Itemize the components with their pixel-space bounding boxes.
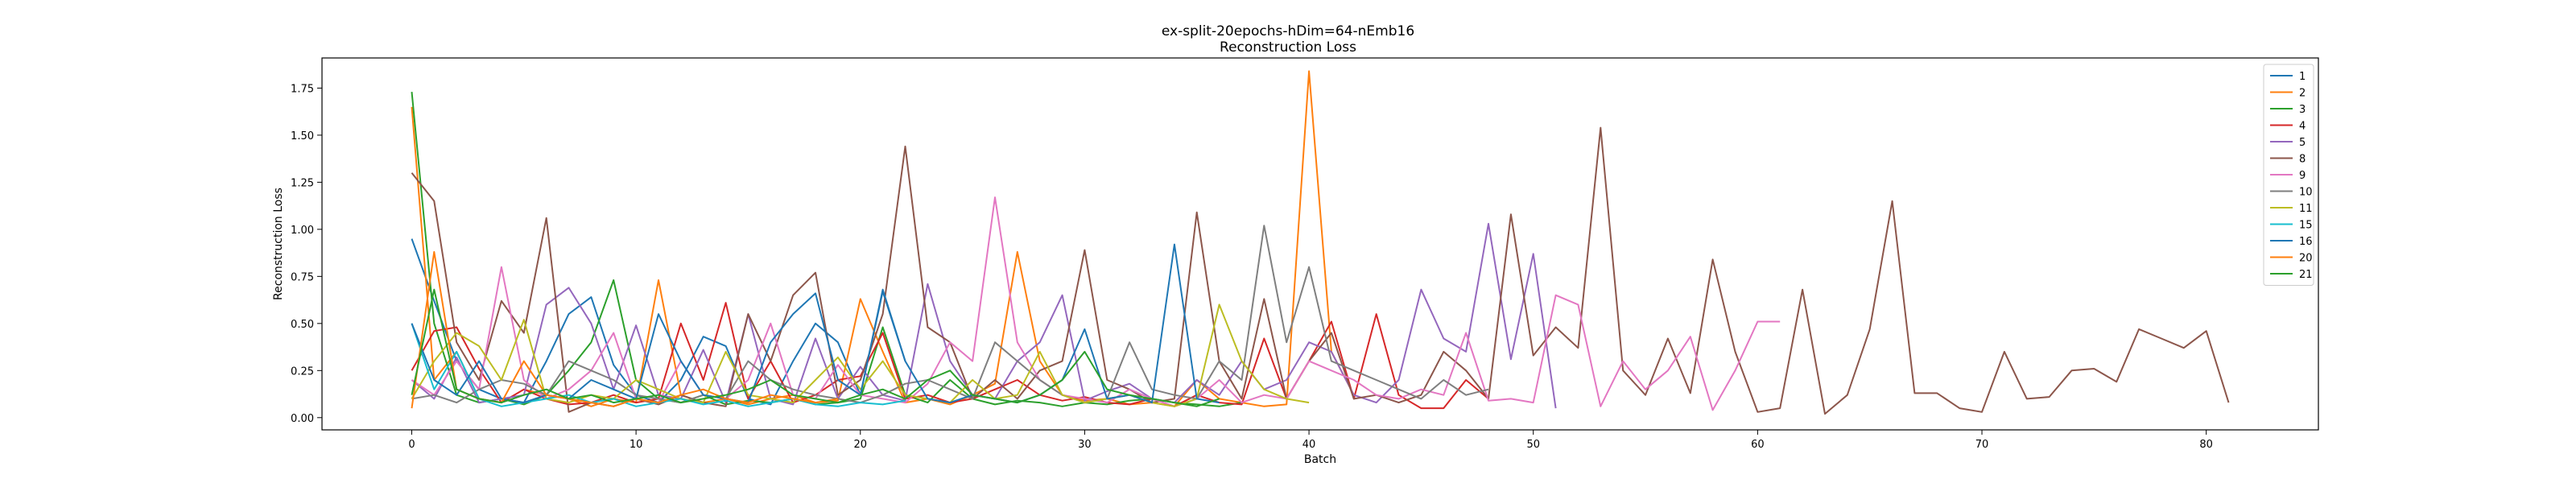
legend-label: 8	[2299, 154, 2306, 166]
y-axis: 0.00 0.25 0.50 0.75 1.00 1.25 1.50 1.75	[291, 83, 322, 425]
y-tick-label: 0.75	[291, 271, 314, 283]
series-line-10	[411, 225, 1489, 404]
y-tick-label: 1.00	[291, 225, 314, 237]
chart-subtitle: Reconstruction Loss	[1220, 39, 1356, 56]
x-tick-label: 70	[1975, 439, 1989, 451]
legend-label: 10	[2299, 187, 2313, 199]
chart-title: ex-split-20epochs-hDim=64-nEmb16	[1162, 23, 1414, 39]
x-tick-label: 50	[1526, 439, 1540, 451]
axes-frame	[321, 57, 2319, 431]
legend-label: 21	[2299, 269, 2313, 281]
x-axis: 0 10 20 30 40 50 60 70 80	[408, 430, 2213, 451]
x-tick-label: 40	[1302, 439, 1316, 451]
legend-label: 9	[2299, 170, 2306, 182]
y-tick-label: 0.50	[291, 319, 314, 331]
series-line-11	[411, 303, 1310, 407]
legend-label: 1	[2299, 71, 2306, 83]
legend-label: 5	[2299, 137, 2306, 149]
y-axis-label: Reconstruction Loss	[272, 188, 285, 300]
x-tick-label: 60	[1751, 439, 1765, 451]
legend-label: 11	[2299, 203, 2313, 215]
legend-label: 16	[2299, 236, 2313, 248]
y-tick-label: 0.00	[291, 413, 314, 425]
x-axis-label: Batch	[1304, 453, 1336, 466]
x-tick-label: 20	[853, 439, 867, 451]
y-tick-label: 0.25	[291, 365, 314, 378]
legend: 1 2 3 4 5 8 9 10 11 15 16 20 21	[2263, 64, 2314, 286]
x-tick-label: 30	[1078, 439, 1092, 451]
x-tick-label: 0	[408, 439, 415, 451]
y-tick-label: 1.75	[291, 83, 314, 95]
y-tick-label: 1.50	[291, 130, 314, 142]
y-tick-label: 1.25	[291, 177, 314, 189]
plot-area	[411, 70, 2230, 415]
x-tick-label: 10	[630, 439, 643, 451]
legend-label: 3	[2299, 104, 2306, 116]
legend-label: 15	[2299, 220, 2313, 232]
legend-label: 20	[2299, 253, 2313, 265]
series-line-21	[411, 288, 1220, 407]
legend-label: 4	[2299, 121, 2306, 133]
legend-label: 2	[2299, 88, 2306, 100]
series-line-8	[411, 126, 2230, 415]
x-tick-label: 80	[2199, 439, 2213, 451]
